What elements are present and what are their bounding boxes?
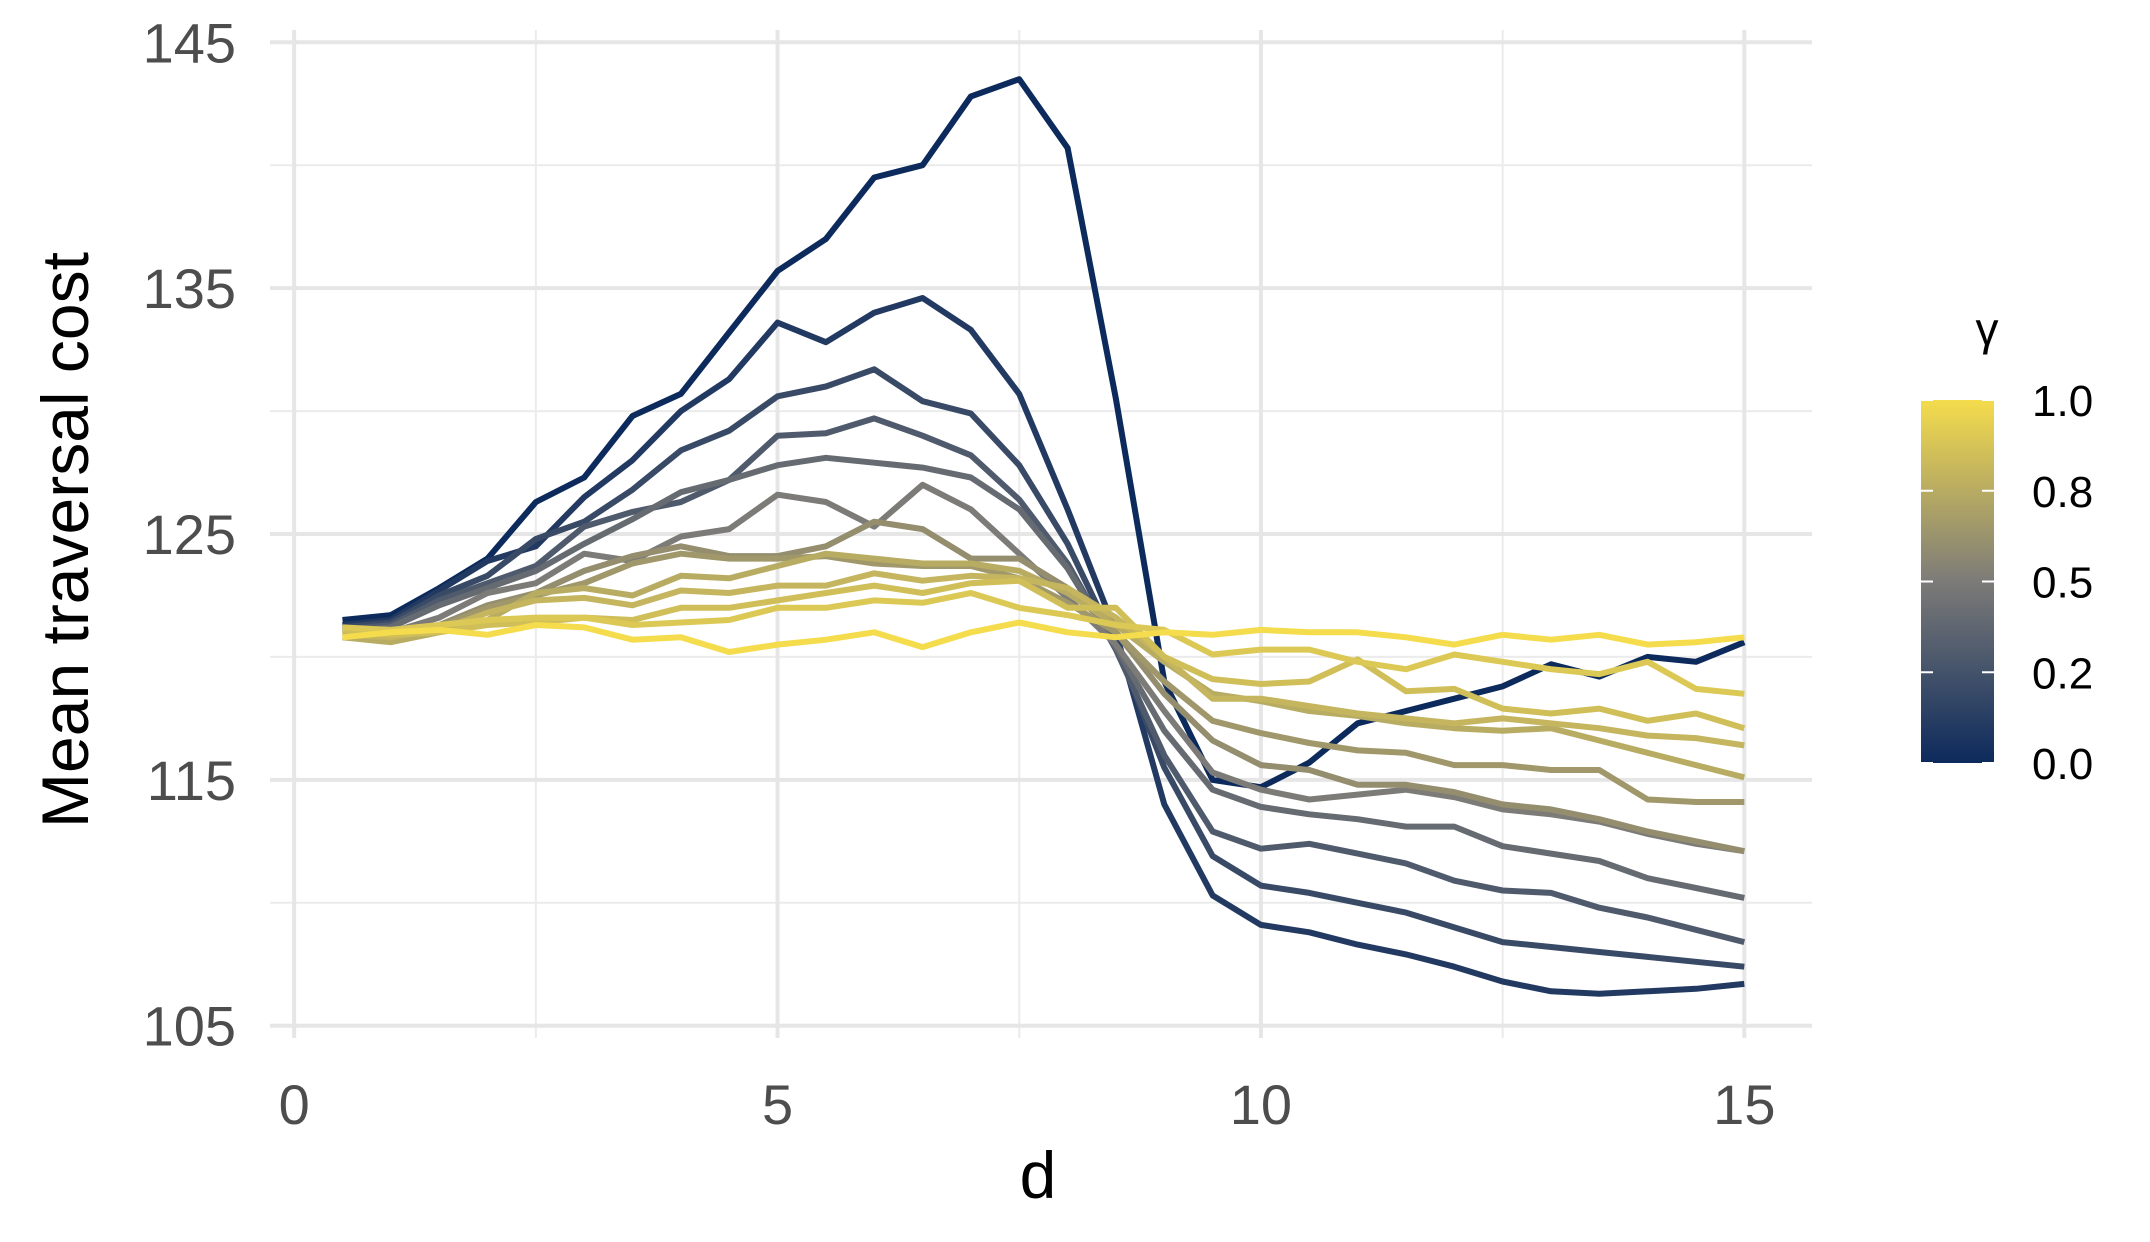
legend-tick-label: 1.0 (2032, 377, 2093, 426)
x-tick-label: 5 (762, 1073, 793, 1136)
legend-tick-label: 0.2 (2032, 649, 2093, 698)
y-tick-label: 105 (143, 995, 236, 1058)
series-line-12 (342, 619, 1745, 655)
x-tick-label: 15 (1713, 1073, 1775, 1136)
series-line-7 (342, 550, 1745, 805)
color-legend: γ 0.0 0.2 0.5 0.8 1.0 (1921, 303, 2093, 789)
legend-ticks: 0.0 0.2 0.5 0.8 1.0 (1921, 377, 2093, 789)
legend-tick-label: 0.0 (2032, 740, 2093, 789)
series-line-3 (342, 415, 1746, 946)
series-line-4 (342, 454, 1745, 901)
series-line-2 (342, 366, 1745, 970)
y-axis-title: Mean traversal cost (28, 252, 102, 828)
series-line-10 (342, 577, 1746, 732)
legend-tick-label: 0.8 (2032, 468, 2093, 517)
legend-colorbar (1921, 400, 1994, 763)
y-axis-ticks: 105 115 125 135 145 (143, 11, 236, 1057)
x-tick-label: 10 (1230, 1073, 1292, 1136)
y-tick-label: 135 (143, 257, 236, 320)
x-axis-ticks: 0 5 10 15 (279, 1073, 1776, 1136)
series-line-1 (342, 295, 1745, 997)
minor-gridlines (270, 30, 1812, 1038)
series-line-9 (342, 570, 1745, 749)
series-line-11 (342, 590, 1745, 697)
y-tick-label: 115 (147, 749, 236, 812)
legend-tick-label: 0.5 (2032, 559, 2093, 608)
series-line-0 (342, 76, 1746, 791)
series-lines (342, 76, 1746, 997)
x-tick-label: 0 (279, 1073, 310, 1136)
x-axis-title: d (1020, 1138, 1057, 1212)
y-tick-label: 145 (143, 11, 236, 74)
legend-title: γ (1976, 303, 1999, 355)
y-tick-label: 125 (143, 503, 236, 566)
series-line-6 (342, 518, 1745, 855)
